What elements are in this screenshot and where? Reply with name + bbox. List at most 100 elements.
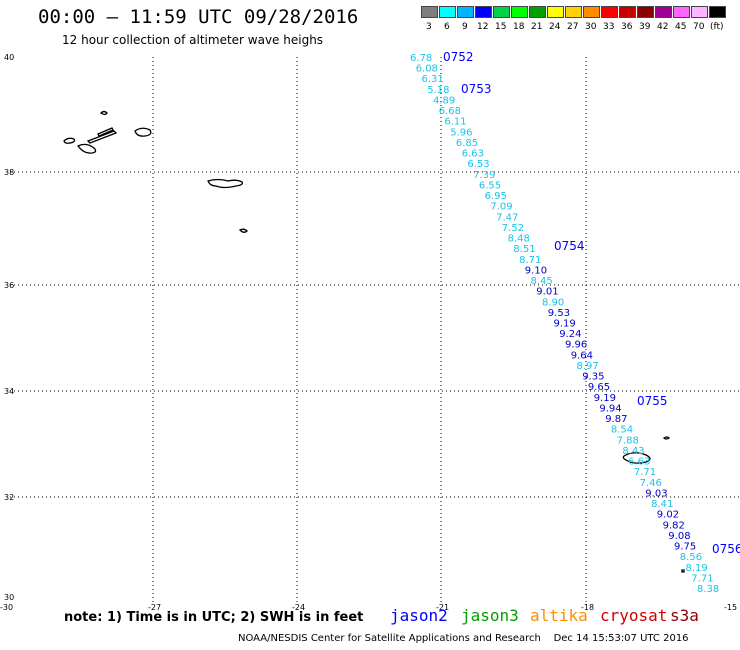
coastlines (63, 110, 685, 573)
color-scale-label: 24 (549, 22, 561, 32)
wave-height-value: 8.97 (577, 361, 599, 372)
color-swatch (529, 6, 546, 18)
wave-height-value: 7.46 (640, 478, 662, 489)
color-swatch (475, 6, 492, 18)
pass-time-label: 0754 (554, 239, 585, 253)
color-swatch (511, 6, 528, 18)
pass-time-label: 0753 (461, 82, 492, 96)
credit-line: NOAA/NESDIS Center for Satellite Applica… (238, 633, 689, 644)
color-swatch (583, 6, 600, 18)
island-santa-maria (238, 228, 248, 233)
satellite-legend-item: jason3 (461, 606, 519, 625)
wave-height-value: 6.68 (439, 106, 461, 117)
pass-time-label: 0756 (712, 542, 740, 556)
island-flores (100, 110, 108, 116)
wave-height-value: 7.71 (634, 467, 656, 478)
island-madeira (622, 452, 651, 464)
wave-height-value: 9.87 (605, 414, 627, 425)
color-swatch (421, 6, 438, 18)
wave-height-value: 8.41 (651, 499, 673, 510)
latitude-tick-label: 40 (4, 53, 14, 62)
wave-height-value: 5.18 (427, 85, 449, 96)
longitude-tick-label: -21 (436, 603, 449, 612)
pass-time-label: 0755 (637, 394, 668, 408)
pass-time-label: 0752 (443, 50, 474, 64)
map-title: 00:00 – 11:59 UTC 09/28/2016 (38, 6, 359, 28)
wave-height-value: 7.52 (502, 223, 524, 234)
wave-height-value: 9.35 (582, 372, 604, 383)
satellite-legend-item: cryosat (600, 606, 668, 625)
wave-height-value: 9.24 (559, 329, 581, 340)
wave-height-value: 8.56 (680, 552, 702, 563)
wave-height-value: 6.78 (410, 53, 432, 64)
latitude-tick-label: 36 (4, 281, 14, 290)
longitude-tick-label: -15 (724, 603, 737, 612)
color-scale-label: 18 (513, 22, 525, 32)
wave-height-value: 8.43 (622, 446, 644, 457)
island-pico (77, 143, 97, 154)
wave-height-value: 7.39 (473, 170, 495, 181)
islet-selvagens (681, 569, 685, 573)
color-scale-label: 15 (495, 22, 507, 32)
wave-height-value: 8.90 (542, 297, 564, 308)
wave-height-value: 9.65 (588, 382, 610, 393)
wave-height-value: 6.31 (422, 74, 444, 85)
wave-height-value: 6.95 (485, 191, 507, 202)
color-swatch (493, 6, 510, 18)
longitude-tick-label: -30 (0, 603, 13, 612)
wave-height-value: 7.47 (496, 212, 518, 223)
color-swatch (709, 6, 726, 18)
wave-height-value: 4.89 (433, 96, 455, 107)
latitude-tick-label: 34 (4, 387, 14, 396)
wave-height-value: 9.64 (571, 350, 593, 361)
color-swatch (439, 6, 456, 18)
wave-height-value: 9.75 (674, 542, 696, 553)
wave-height-value: 9.19 (554, 319, 576, 330)
wave-height-value: 6.53 (467, 159, 489, 170)
color-scale-label: 9 (462, 22, 468, 32)
wave-height-value: 9.19 (594, 393, 616, 404)
wave-height-value: 9.10 (525, 265, 547, 276)
wave-height-value: 8.54 (611, 425, 633, 436)
wave-height-value: 8.51 (513, 244, 535, 255)
wave-height-value: 9.08 (668, 531, 690, 542)
latitude-tick-label: 38 (4, 168, 14, 177)
lat-lon-grid: -30 -27 -24 -21 -18 -15 30 32 34 36 38 40 (0, 53, 740, 612)
color-swatch (457, 6, 474, 18)
wave-height-value: 9.53 (548, 308, 570, 319)
latitude-tick-label: 30 (4, 593, 14, 602)
wave-height-value: 8.48 (508, 234, 530, 245)
wave-height-value: 6.55 (479, 180, 501, 191)
color-swatch (619, 6, 636, 18)
color-scale-label: 45 (675, 22, 687, 32)
wave-height-value: 9.94 (599, 404, 621, 415)
wave-height-value: 6.08 (416, 64, 438, 75)
satellite-legend-item: s3a (670, 606, 699, 625)
wave-height-value: 5.96 (450, 127, 472, 138)
island-graciosa (97, 127, 114, 137)
footnote: note: 1) Time is in UTC; 2) SWH is in fe… (64, 610, 364, 625)
color-scale-label: 12 (477, 22, 489, 32)
longitude-tick-label: -24 (292, 603, 305, 612)
color-scale-label: 33 (603, 22, 615, 32)
color-scale-label: 36 (621, 22, 633, 32)
longitude-tick-label: -18 (581, 603, 594, 612)
island-terceira (134, 127, 152, 137)
wave-height-value: 7.09 (490, 202, 512, 213)
color-swatch (637, 6, 654, 18)
wave-height-value: 7.88 (617, 435, 639, 446)
island-sao-jorge (86, 130, 118, 144)
wave-height-value: 7.71 (691, 573, 713, 584)
wave-height-value: 9.96 (565, 340, 587, 351)
altimeter-track: 6.786.086.315.184.896.686.115.966.856.63… (410, 50, 740, 595)
island-faial (63, 137, 76, 144)
wave-height-value: 9.82 (663, 520, 685, 531)
color-scale-unit: (ft) (710, 22, 724, 32)
color-swatch (691, 6, 708, 18)
wave-height-value: 8.71 (519, 255, 541, 266)
color-swatch (565, 6, 582, 18)
color-scale-label: 27 (567, 22, 579, 32)
island-porto-santo (662, 436, 671, 440)
longitude-tick-label: -27 (148, 603, 161, 612)
